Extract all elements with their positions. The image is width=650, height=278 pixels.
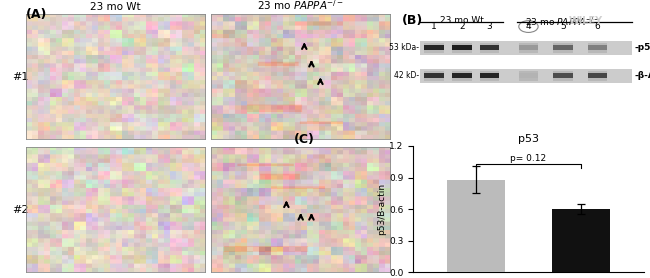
Y-axis label: #2: #2 [12,205,29,215]
Text: -p53: -p53 [634,43,650,52]
Text: 3: 3 [486,22,492,31]
Bar [553,45,573,50]
Bar [480,45,499,50]
Bar [452,43,471,53]
Bar [588,71,607,81]
Bar [480,71,499,81]
Bar [424,71,444,81]
Y-axis label: #1: #1 [12,72,29,82]
Bar [519,43,538,53]
Bar [421,69,632,83]
Text: 6: 6 [595,22,601,31]
Title: p53: p53 [518,134,539,144]
Bar [424,45,444,50]
Bar [553,43,573,53]
Text: 1: 1 [431,22,437,31]
Text: 5: 5 [560,22,566,31]
Title: 23 mo Wt: 23 mo Wt [90,2,141,12]
Text: WILEY: WILEY [569,16,603,26]
Text: p= 0.12: p= 0.12 [510,154,547,163]
Y-axis label: p53/B-actin: p53/B-actin [378,183,387,235]
Text: 42 kD-: 42 kD- [394,71,419,80]
Bar [588,43,607,53]
Bar [424,43,444,53]
Bar [588,45,607,50]
Bar [452,71,471,81]
Bar [552,209,610,272]
Bar [424,73,444,78]
Text: (A): (A) [26,8,47,21]
Bar [421,41,632,55]
Text: (B): (B) [402,14,423,27]
Text: 23 mo Wt: 23 mo Wt [440,16,484,25]
Text: (C): (C) [294,133,315,146]
Bar [480,43,499,53]
Text: 4: 4 [526,22,531,31]
Bar [588,73,607,78]
Bar [452,45,471,50]
Bar [519,71,538,81]
Bar [553,71,573,81]
Bar [452,73,471,78]
Text: -β-Actin: -β-Actin [634,71,650,80]
Bar [447,180,505,272]
Bar [553,73,573,78]
Bar [480,73,499,78]
Title: 23 mo $\it{PAPPA}$$^{-/-}$: 23 mo $\it{PAPPA}$$^{-/-}$ [257,0,343,12]
Text: 53 kDa-: 53 kDa- [389,43,419,52]
Bar [519,45,538,50]
Text: 2: 2 [459,22,465,31]
Text: 23 mo $\it{PAPPA}$$^{-/-}$: 23 mo $\it{PAPPA}$$^{-/-}$ [525,16,601,28]
Bar [519,73,538,78]
